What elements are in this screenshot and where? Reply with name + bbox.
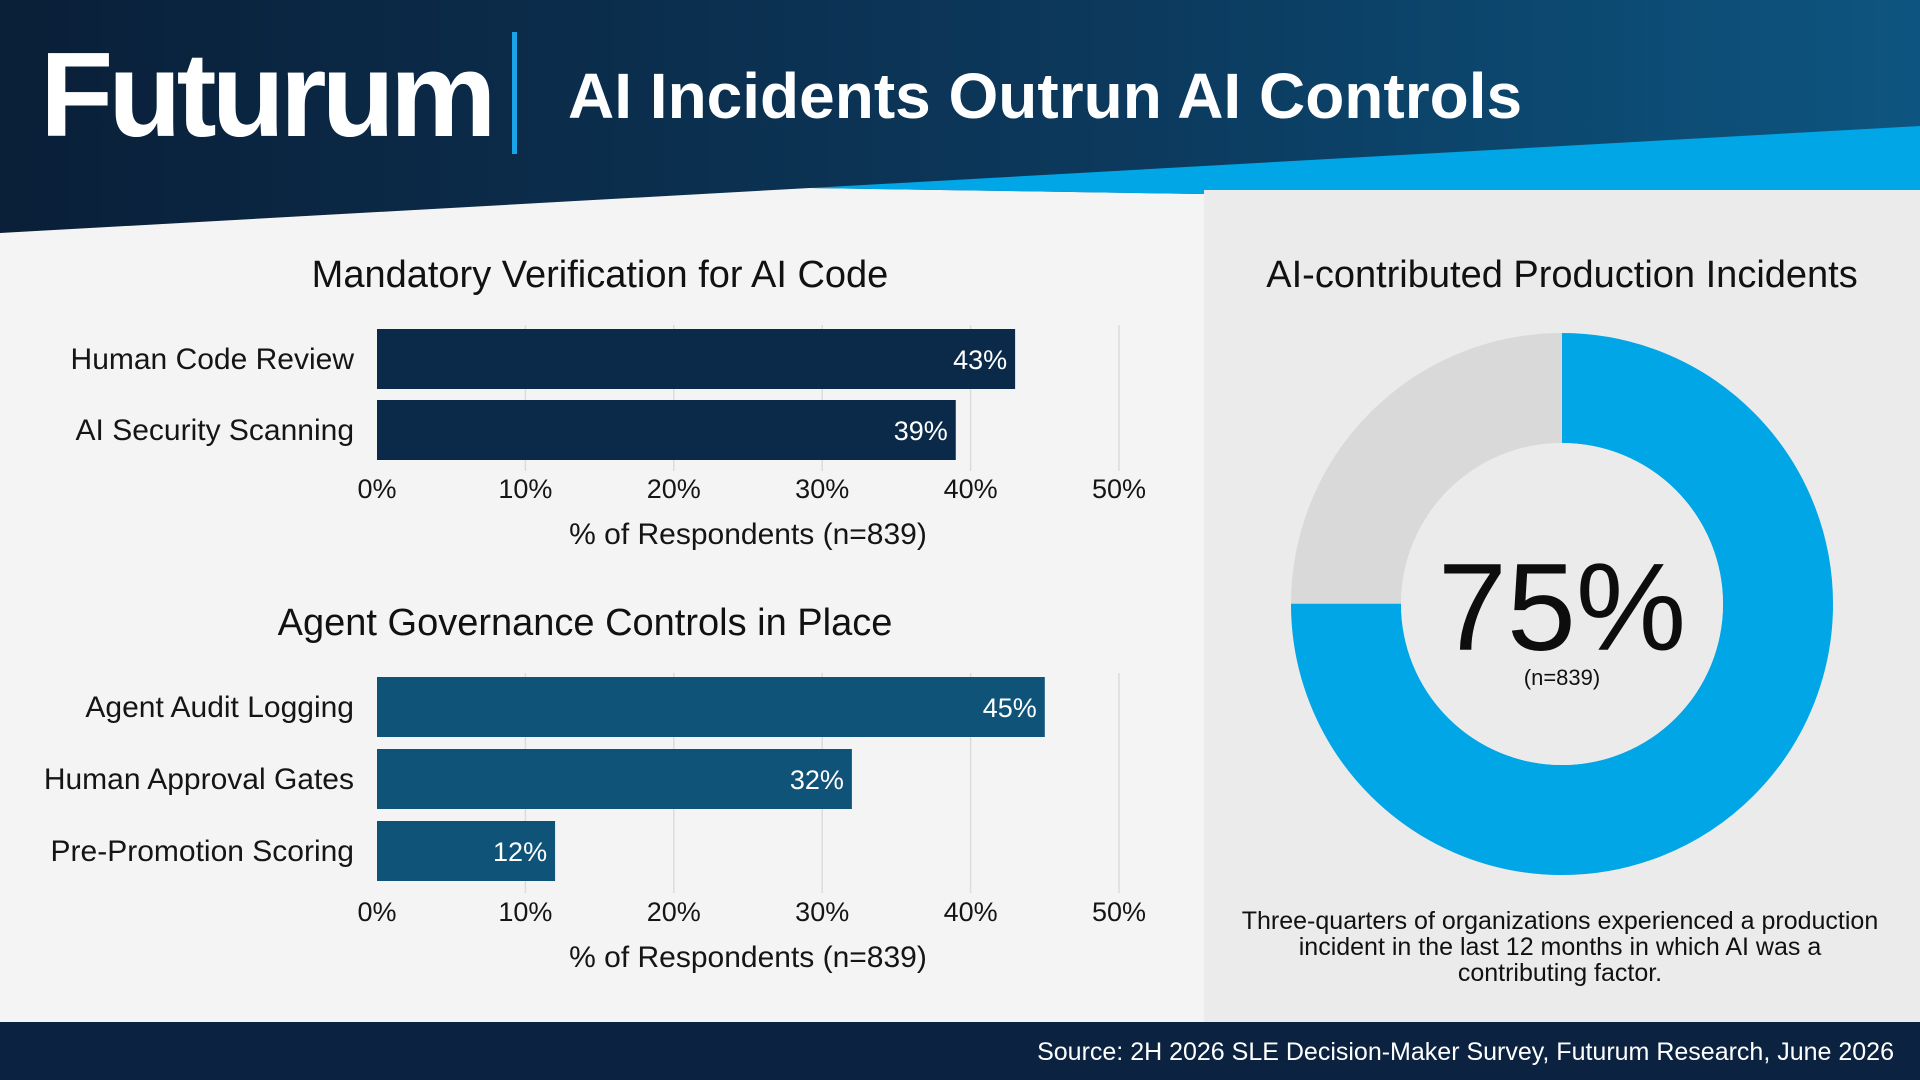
- header-banner: Futurum AI Incidents Outrun AI Controls: [0, 0, 1920, 240]
- bar-category-label: Agent Audit Logging: [85, 691, 354, 724]
- x-axis-title: % of Respondents (n=839): [569, 941, 927, 974]
- x-tick-label: 40%: [944, 897, 998, 927]
- chart-title-governance: Agent Governance Controls in Place: [277, 602, 893, 644]
- source-note: Source: 2H 2026 SLE Decision-Maker Surve…: [1037, 1038, 1894, 1066]
- x-tick-label: 0%: [357, 897, 396, 927]
- bar-value-label: 39%: [894, 416, 948, 446]
- x-tick-label: 10%: [498, 474, 552, 504]
- x-tick-label: 0%: [357, 474, 396, 504]
- chart-title-verification: Mandatory Verification for AI Code: [311, 254, 889, 296]
- x-tick-label: 20%: [647, 897, 701, 927]
- page-title: AI Incidents Outrun AI Controls: [568, 60, 1523, 132]
- header-background: [0, 0, 1920, 240]
- donut-hole: [1401, 443, 1723, 765]
- header-accent-stripe: [810, 126, 1920, 205]
- bar-category-label: Pre-Promotion Scoring: [51, 835, 354, 868]
- x-tick-label: 50%: [1092, 897, 1146, 927]
- x-tick-label: 10%: [498, 897, 552, 927]
- x-tick-label: 40%: [944, 474, 998, 504]
- bar: [377, 677, 1045, 737]
- x-axis-title: % of Respondents (n=839): [569, 518, 927, 551]
- x-tick-label: 30%: [795, 897, 849, 927]
- bar: [377, 749, 852, 809]
- donut-sample-size: (n=839): [1524, 665, 1600, 690]
- x-tick-label: 50%: [1092, 474, 1146, 504]
- bar-value-label: 12%: [493, 837, 547, 867]
- bar-value-label: 43%: [953, 345, 1007, 375]
- bar-category-label: Human Code Review: [71, 343, 355, 376]
- bar-category-label: Human Approval Gates: [44, 763, 354, 796]
- header-divider: [512, 32, 517, 154]
- bar: [377, 400, 956, 460]
- brand-logo: Futurum: [40, 28, 497, 162]
- bar-value-label: 45%: [983, 693, 1037, 723]
- x-tick-label: 20%: [647, 474, 701, 504]
- x-tick-label: 30%: [795, 474, 849, 504]
- bar-chart-verification: 0% 10% 20% 30% 40% 50% 43% Human Code Review 39%…: [71, 325, 1146, 551]
- bar: [377, 329, 1016, 389]
- donut-value-slice: [1291, 333, 1833, 875]
- bar-category-label: AI Security Scanning: [76, 414, 354, 447]
- footer-bar: Source: 2H 2026 SLE Decision-Maker Surve…: [0, 1022, 1920, 1080]
- bar: [377, 821, 556, 881]
- donut-center-value: 75%: [1438, 539, 1686, 677]
- donut-caption: Three-quarters of organizations experien…: [1241, 907, 1879, 987]
- chart-title-incidents: AI-contributed Production Incidents: [1266, 254, 1858, 296]
- bar-chart-governance: 0% 10% 20% 30% 40% 50% 45% Agent Audit Logging 3…: [44, 673, 1146, 974]
- bar-value-label: 32%: [790, 765, 844, 795]
